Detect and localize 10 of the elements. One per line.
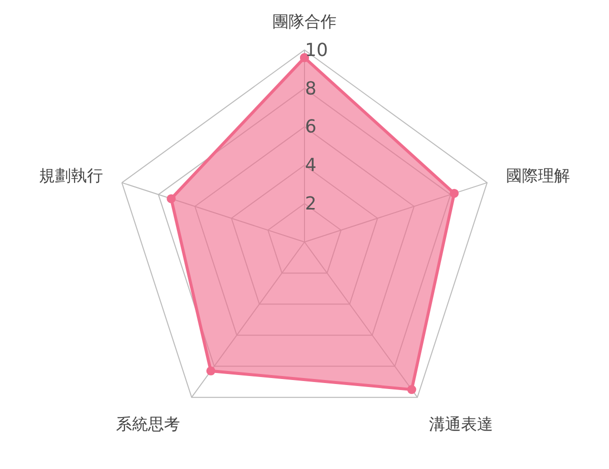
y-tick-label: 10 (305, 40, 328, 61)
spoke-label: 團隊合作 (272, 12, 336, 32)
spoke-label: 規劃執行 (39, 166, 104, 185)
y-tick-label: 8 (305, 78, 316, 100)
spoke-label: 國際理解 (506, 166, 570, 185)
y-tick-label: 4 (305, 155, 316, 176)
y-tick-label: 6 (305, 116, 316, 138)
spoke-label: 溝通表達 (428, 414, 493, 434)
spoke-label: 系統思考 (116, 414, 180, 434)
y-tick-label: 2 (305, 193, 316, 214)
